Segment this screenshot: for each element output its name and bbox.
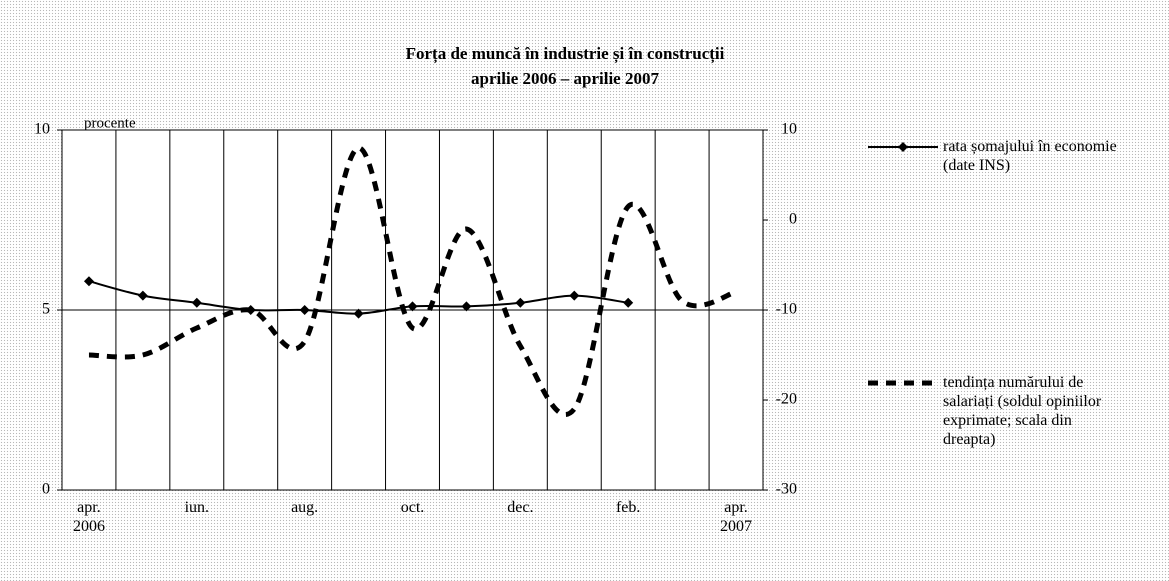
- point-marker: [407, 301, 418, 312]
- y-axis-label: procente: [84, 115, 136, 131]
- point-marker: [461, 301, 472, 312]
- chart-title: Forța de muncă în industrie și în constr…: [406, 44, 725, 64]
- x-tick-label: dec.: [507, 499, 534, 516]
- point-marker: [83, 276, 94, 287]
- series-line: [88, 145, 737, 417]
- point-marker: [299, 305, 310, 315]
- legend-label: rata șomajului în economie (date INS): [943, 138, 1117, 174]
- y-tick-label: 5: [42, 301, 50, 318]
- point-marker: [137, 290, 148, 301]
- y2-tick-label: -30: [776, 481, 797, 498]
- x-tick-label: apr. 2006: [72, 499, 105, 535]
- point-marker: [515, 297, 526, 308]
- y2-tick-label: 0: [789, 211, 797, 228]
- y2-tick-label: 10: [781, 121, 797, 138]
- x-tick-label: iun.: [184, 499, 210, 516]
- x-tick-label: apr. 2007: [720, 499, 753, 535]
- plot-border: [61, 129, 764, 491]
- legend-marker: [898, 142, 908, 152]
- point-marker: [623, 297, 634, 308]
- x-tick-label: aug.: [291, 499, 319, 516]
- y-tick-label: 0: [42, 481, 50, 498]
- x-tick-label: feb.: [615, 499, 641, 516]
- point-marker: [569, 290, 580, 301]
- x-tick-label: oct.: [400, 499, 425, 516]
- chart-subtitle: aprilie 2006 – aprilie 2007: [471, 69, 659, 88]
- y2-tick-label: -10: [776, 301, 797, 318]
- y-tick-label: 10: [34, 121, 50, 138]
- point-marker: [191, 297, 202, 308]
- y2-tick-label: -20: [776, 391, 797, 408]
- point-marker: [353, 308, 364, 319]
- legend-label: tendința numărului de salariați (soldul …: [943, 374, 1102, 448]
